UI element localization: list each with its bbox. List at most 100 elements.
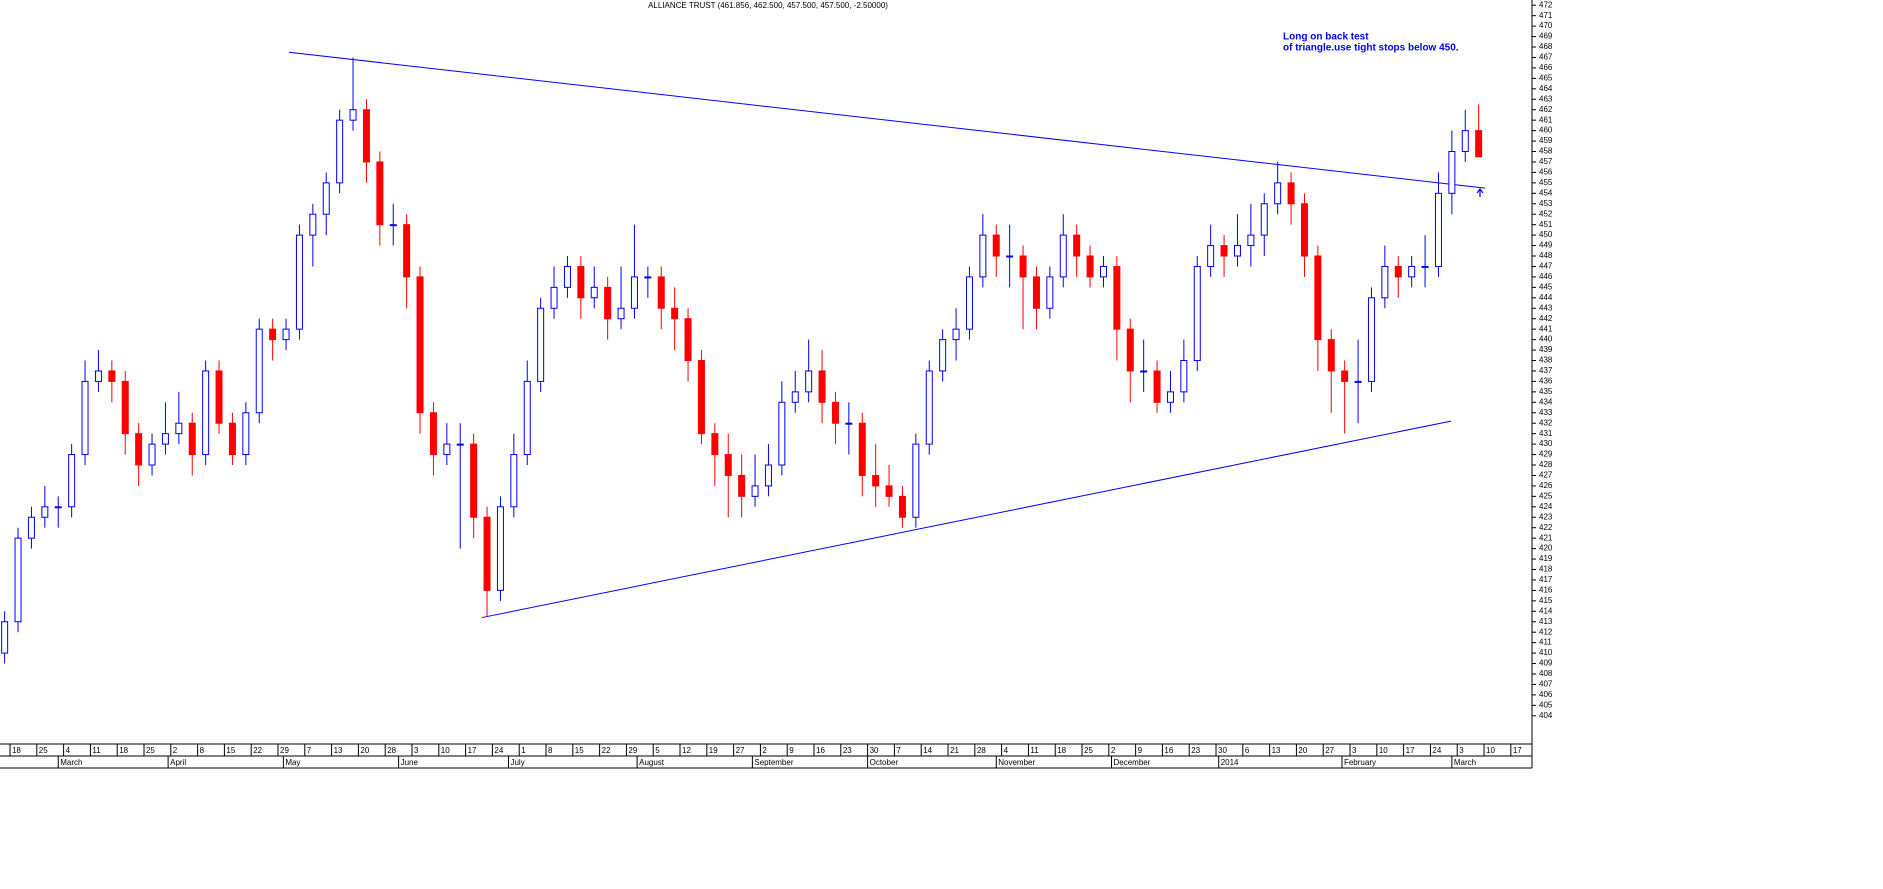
candle-body [1475, 130, 1483, 158]
y-tick-label: 405 [1539, 700, 1553, 709]
x-tick-label: 10 [1379, 746, 1388, 755]
y-tick-label: 468 [1539, 42, 1553, 51]
month-label: April [170, 758, 186, 767]
candle-body [1086, 255, 1094, 278]
x-tick-label: 8 [548, 746, 553, 755]
x-tick-label: 30 [1218, 746, 1227, 755]
x-tick-label: 10 [441, 746, 450, 755]
candle-body [1140, 370, 1148, 373]
candle-body [228, 422, 236, 456]
candle-body [269, 328, 277, 341]
y-tick-label: 414 [1539, 606, 1553, 615]
candle-body [644, 276, 652, 279]
x-tick-label: 17 [1513, 746, 1522, 755]
y-tick-label: 427 [1539, 471, 1553, 480]
candle-body [831, 401, 839, 424]
candle-body [443, 443, 451, 456]
candle-body [416, 276, 424, 414]
candle-body [1073, 234, 1081, 257]
month-label: February [1344, 758, 1376, 767]
candle-body [885, 485, 893, 497]
x-tick-label: 25 [146, 746, 155, 755]
candle-body [376, 161, 384, 226]
y-tick-label: 413 [1539, 617, 1553, 626]
candle-body [1153, 370, 1161, 403]
x-tick-label: 4 [1004, 746, 1009, 755]
candle-body [255, 328, 263, 414]
candle-body [724, 454, 732, 476]
y-tick-label: 417 [1539, 575, 1553, 584]
x-tick-label: 22 [253, 746, 262, 755]
y-tick-label: 438 [1539, 356, 1553, 365]
candle-body [456, 443, 464, 446]
candle-body [898, 495, 906, 518]
candle-body [1046, 276, 1054, 309]
candle-body [27, 516, 35, 539]
x-tick-label: 1 [521, 746, 526, 755]
candle-body [496, 506, 504, 591]
candle-body [778, 401, 786, 466]
candle-body [550, 286, 558, 309]
x-tick-label: 27 [736, 746, 745, 755]
x-tick-label: 17 [1406, 746, 1415, 755]
y-tick-label: 450 [1539, 230, 1553, 239]
y-tick-label: 467 [1539, 53, 1553, 62]
y-tick-label: 463 [1539, 94, 1553, 103]
candle-body [1019, 255, 1027, 278]
x-tick-label: 28 [387, 746, 396, 755]
candle-body [295, 234, 303, 330]
y-tick-label: 437 [1539, 366, 1553, 375]
x-tick-label: 20 [360, 746, 369, 755]
candle-body [764, 464, 772, 487]
candle-body [322, 182, 330, 215]
y-tick-label: 415 [1539, 596, 1553, 605]
y-tick-label: 447 [1539, 262, 1553, 271]
y-tick-label: 472 [1539, 0, 1553, 9]
month-label: March [60, 758, 82, 767]
y-tick-label: 429 [1539, 450, 1553, 459]
candle-body [215, 370, 223, 424]
candle-body [336, 119, 344, 184]
month-label: December [1113, 758, 1150, 767]
y-tick-label: 452 [1539, 209, 1553, 218]
x-tick-label: 18 [1057, 746, 1066, 755]
y-tick-label: 439 [1539, 345, 1553, 354]
y-tick-label: 409 [1539, 659, 1553, 668]
candle-body [483, 516, 491, 591]
candle-body [1180, 360, 1188, 393]
y-tick-label: 455 [1539, 178, 1553, 187]
candle-body [1006, 255, 1014, 258]
trendline [288, 51, 1486, 189]
candle-body [1408, 265, 1416, 278]
y-tick-label: 465 [1539, 73, 1553, 82]
y-tick-label: 430 [1539, 439, 1553, 448]
y-tick-label: 448 [1539, 251, 1553, 260]
candle-body [389, 224, 397, 227]
candle-body [1260, 203, 1268, 236]
y-tick-label: 411 [1539, 638, 1552, 647]
x-tick-label: 14 [923, 746, 932, 755]
candle-body [925, 370, 933, 445]
x-tick-label: 15 [575, 746, 584, 755]
candle-body [791, 391, 799, 403]
y-tick-label: 406 [1539, 690, 1553, 699]
candle-body [563, 265, 571, 288]
y-tick-label: 440 [1539, 335, 1553, 344]
x-tick-label: 13 [334, 746, 343, 755]
candle-body [1461, 130, 1469, 153]
candle-body [1354, 380, 1362, 383]
candle-body [697, 360, 705, 435]
x-tick-label: 2 [1111, 746, 1116, 755]
y-tick-label: 433 [1539, 408, 1553, 417]
candle-body [523, 380, 531, 456]
x-tick-label: 13 [1272, 746, 1281, 755]
y-tick-label: 412 [1539, 627, 1553, 636]
candle-body [403, 224, 411, 278]
x-tick-label: 11 [1030, 746, 1039, 755]
y-tick-label: 407 [1539, 680, 1553, 689]
x-tick-label: 30 [870, 746, 879, 755]
candle-body [54, 506, 62, 509]
x-tick-label: 7 [307, 746, 312, 755]
y-tick-label: 426 [1539, 481, 1553, 490]
